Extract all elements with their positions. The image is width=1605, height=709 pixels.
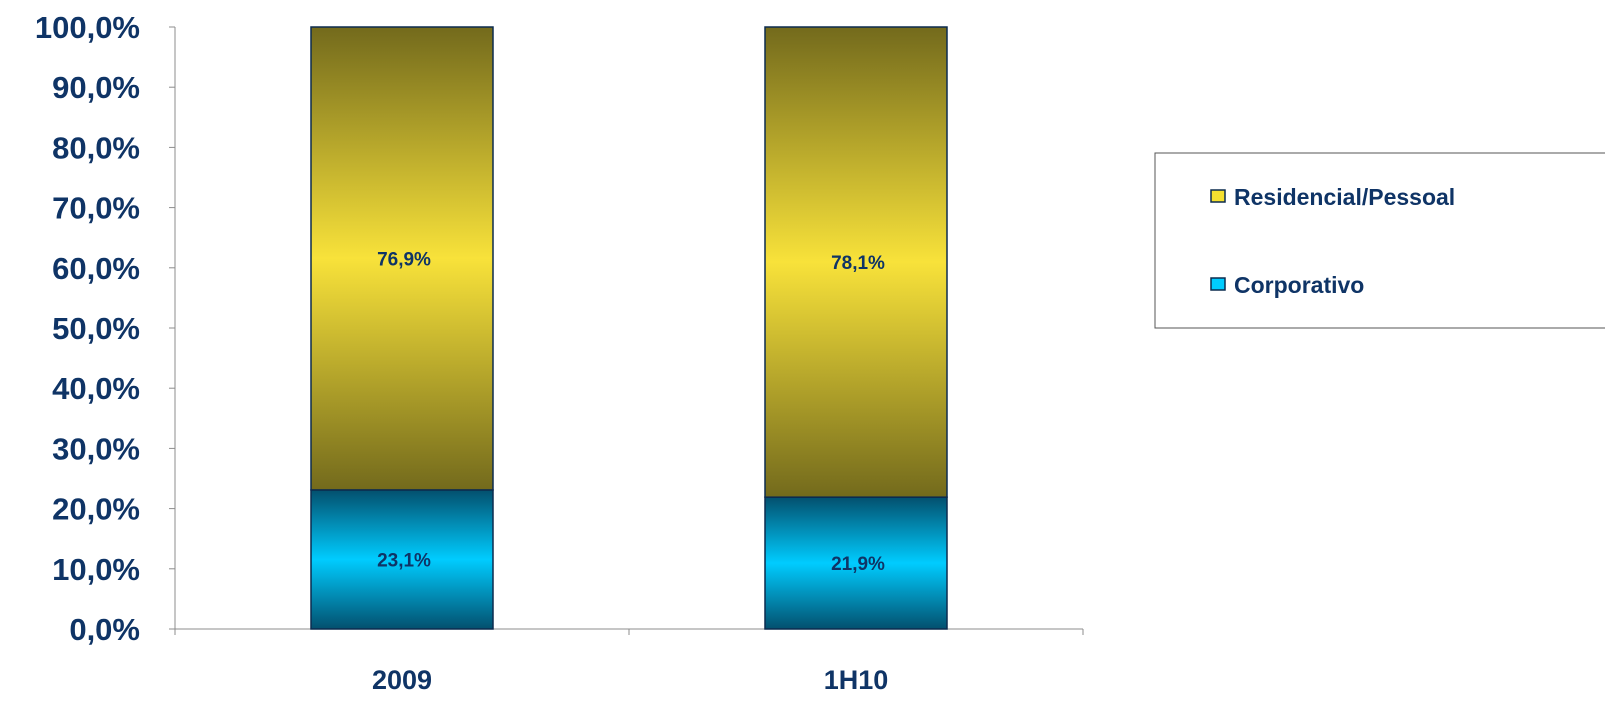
legend-box: [1154, 152, 1605, 329]
y-tick-label: 60,0%: [52, 251, 140, 286]
y-tick-label: 80,0%: [52, 130, 140, 165]
bars: [310, 26, 948, 630]
data-labels: 23,1% 76,9% 21,9% 78,1%: [377, 249, 885, 575]
x-category-label: 2009: [372, 665, 432, 695]
legend-label: Corporativo: [1234, 272, 1364, 298]
y-tick-label: 50,0%: [52, 311, 140, 346]
data-label: 23,1%: [377, 550, 431, 571]
y-tick-label: 90,0%: [52, 70, 140, 105]
x-axis-category-labels: 2009 1H10: [372, 665, 888, 695]
legend-swatch: [1210, 277, 1226, 291]
y-tick-label: 30,0%: [52, 431, 140, 466]
legend-label: Residencial/Pessoal: [1234, 184, 1455, 210]
legend-swatch: [1210, 189, 1226, 203]
bar-segment: [764, 26, 948, 498]
y-tick-label: 0,0%: [69, 612, 140, 647]
y-tick-label: 70,0%: [52, 191, 140, 226]
y-tick-label: 20,0%: [52, 492, 140, 527]
legend: Residencial/Pessoal Corporativo: [1154, 152, 1605, 329]
data-label: 76,9%: [377, 249, 431, 270]
x-category-label: 1H10: [824, 665, 889, 695]
y-tick-label: 100,0%: [35, 10, 140, 45]
data-label: 78,1%: [831, 253, 885, 274]
bar-segment: [310, 489, 494, 630]
data-label: 21,9%: [831, 554, 885, 575]
y-tick-label: 40,0%: [52, 371, 140, 406]
bar-segment: [764, 496, 948, 630]
y-tick-label: 10,0%: [52, 552, 140, 587]
y-axis-tick-labels: 0,0% 10,0% 20,0% 30,0% 40,0% 50,0% 60,0% 70,0% 8…: [35, 10, 140, 647]
bar-segment: [310, 26, 494, 491]
